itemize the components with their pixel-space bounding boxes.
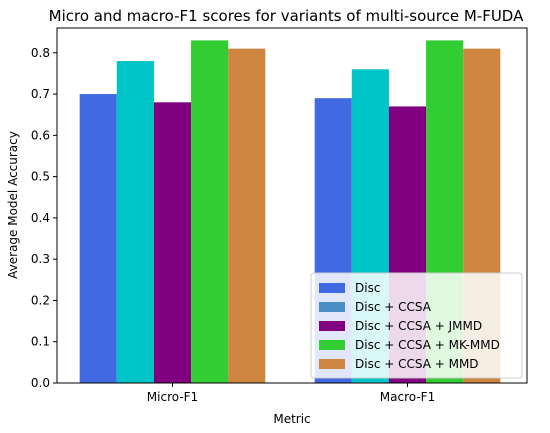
legend: Disc Disc + CCSA Disc + CCSA + JMMD Disc + … bbox=[310, 272, 523, 379]
x-tick-label: Macro-F1 bbox=[380, 390, 435, 404]
legend-swatch bbox=[319, 302, 345, 312]
legend-label: Disc + CCSA + MMD bbox=[355, 357, 479, 371]
legend-swatch bbox=[319, 321, 345, 331]
y-tick-label: 0.7 bbox=[31, 87, 50, 101]
legend-label: Disc + CCSA + JMMD bbox=[355, 319, 482, 333]
y-tick-label: 0.6 bbox=[31, 128, 50, 142]
x-axis-label: Metric bbox=[273, 412, 310, 426]
legend-label: Disc bbox=[355, 281, 380, 295]
legend-swatch bbox=[319, 340, 345, 350]
plot-frame bbox=[56, 27, 528, 384]
y-tick-label: 0.5 bbox=[31, 170, 50, 184]
y-tick-label: 0.8 bbox=[31, 46, 50, 60]
y-tick-label: 0.0 bbox=[31, 376, 50, 390]
bar-micro-f1-series-1 bbox=[79, 94, 117, 383]
legend-box bbox=[310, 272, 523, 379]
bar-micro-f1-series-5 bbox=[228, 48, 266, 384]
legend-swatch bbox=[319, 283, 345, 293]
y-tick-label: 0.2 bbox=[31, 293, 50, 307]
bar-micro-f1-series-4 bbox=[191, 40, 229, 383]
y-ticks: 0.0 0.1 0.2 0.3 0.4 0.5 0.6 0.7 0.8 bbox=[31, 46, 57, 390]
legend-swatch bbox=[319, 359, 345, 369]
y-tick-label: 0.3 bbox=[31, 252, 50, 266]
chart-title: Micro and macro-F1 scores for variants o… bbox=[49, 7, 524, 25]
x-ticks: Micro-F1 Macro-F1 bbox=[147, 383, 435, 404]
x-tick-label: Micro-F1 bbox=[147, 390, 198, 404]
y-axis-label: Average Model Accuracy bbox=[6, 131, 20, 279]
y-tick-label: 0.1 bbox=[31, 335, 50, 349]
bar-micro-f1-series-2 bbox=[116, 61, 154, 383]
y-tick-label: 0.4 bbox=[31, 211, 50, 225]
bar-micro-f1-series-3 bbox=[153, 102, 192, 384]
legend-label: Disc + CCSA bbox=[355, 300, 432, 314]
legend-label: Disc + CCSA + MK-MMD bbox=[355, 338, 500, 352]
